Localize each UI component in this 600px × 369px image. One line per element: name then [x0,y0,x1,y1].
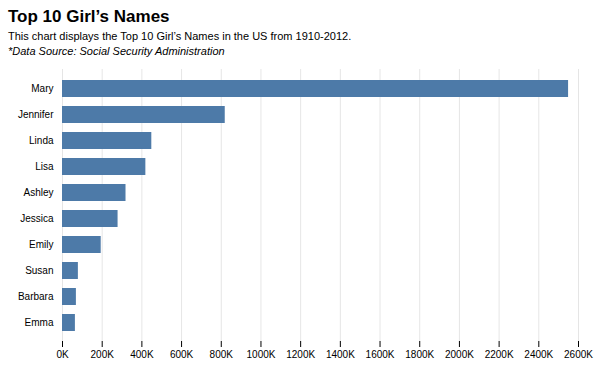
html-text:Top 10 Girl’s Names: Top 10 Girl’s Names [8,7,170,26]
svg-text:600K: 600K [170,349,194,360]
svg-text:1000K: 1000K [247,349,276,360]
svg-text:Jennifer: Jennifer [18,109,54,120]
svg-text:Lisa: Lisa [35,161,54,172]
svg-text:2200K: 2200K [485,349,514,360]
svg-text:400K: 400K [130,349,154,360]
html-text:*Data Source: Social Security: *Data Source: Social Security Administra… [8,45,225,57]
svg-text:1400K: 1400K [326,349,355,360]
svg-text:2600K: 2600K [564,349,593,360]
html-text:This chart displays the Top 10: This chart displays the Top 10 Girl’s Na… [8,30,352,42]
svg-text:Barbara: Barbara [18,291,54,302]
svg-text:Mary: Mary [31,83,53,94]
svg-text:200K: 200K [91,349,115,360]
svg-text:2400K: 2400K [524,349,553,360]
svg-text:Susan: Susan [25,265,53,276]
svg-text:Linda: Linda [29,135,54,146]
svg-text:1200K: 1200K [286,349,315,360]
svg-text:0K: 0K [56,349,69,360]
svg-text:Emma: Emma [25,317,54,328]
svg-text:Jessica: Jessica [20,213,54,224]
svg-text:1600K: 1600K [366,349,395,360]
svg-text:1800K: 1800K [405,349,434,360]
svg-text:Emily: Emily [29,239,53,250]
svg-text:2000K: 2000K [445,349,474,360]
svg-text:Ashley: Ashley [23,187,53,198]
svg-text:800K: 800K [210,349,234,360]
